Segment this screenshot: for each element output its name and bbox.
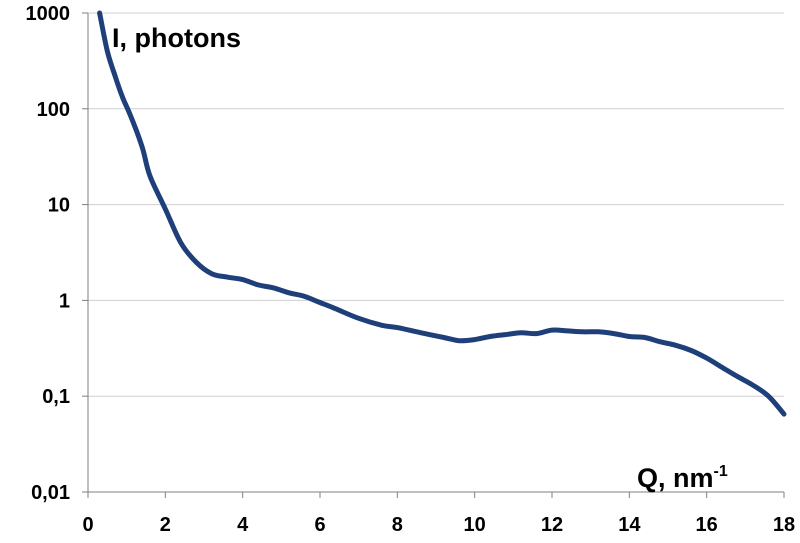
y-tick-label-2: 1 xyxy=(59,290,70,312)
x-tick-label-1: 2 xyxy=(160,514,171,536)
x-axis-title-superscript: -1 xyxy=(714,463,728,480)
y-tick-label-5: 1000 xyxy=(26,3,71,25)
x-tick-label-5: 10 xyxy=(464,514,486,536)
axes xyxy=(82,12,785,498)
x-tick-label-7: 14 xyxy=(618,514,641,536)
x-tick-label-8: 16 xyxy=(696,514,718,536)
y-tick-label-4: 100 xyxy=(37,99,70,121)
y-tick-label-1: 0,1 xyxy=(42,386,70,408)
x-tick-label-9: 18 xyxy=(773,514,795,536)
x-tick-label-6: 12 xyxy=(541,514,563,536)
x-axis-title: Q, nm-1 xyxy=(637,463,728,493)
y-tick-label-0: 0,01 xyxy=(31,482,70,504)
gridlines xyxy=(88,12,784,397)
y-axis-title: I, photons xyxy=(112,23,241,53)
x-tick-label-2: 4 xyxy=(237,514,249,536)
x-tick-label-0: 0 xyxy=(82,514,93,536)
series-line-0 xyxy=(97,10,787,417)
y-tick-label-3: 10 xyxy=(48,195,70,217)
x-tick-label-3: 6 xyxy=(314,514,325,536)
series-group xyxy=(97,10,787,417)
x-tick-labels: 0 2 4 6 8 10 12 14 16 18 xyxy=(82,514,795,536)
x-axis-title-main: Q, nm xyxy=(637,463,714,493)
x-tick-label-4: 8 xyxy=(392,514,403,536)
y-tick-labels: 0,01 0,1 1 10 100 1000 xyxy=(26,3,71,504)
